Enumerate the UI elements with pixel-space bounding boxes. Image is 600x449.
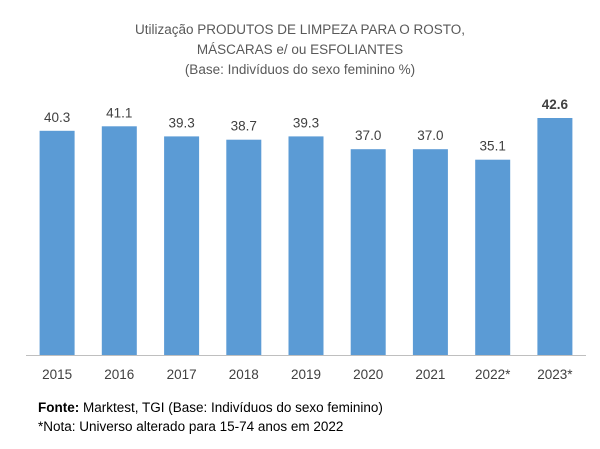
bar-7 xyxy=(475,159,511,355)
x-tick-label-1: 2016 xyxy=(104,367,134,382)
data-label-3: 38.7 xyxy=(231,119,257,134)
bar-5 xyxy=(350,149,386,355)
source-text: Marktest, TGI (Base: Indivíduos do sexo … xyxy=(79,400,383,415)
x-tick-label-6: 2021 xyxy=(415,367,445,382)
data-label-6: 37.0 xyxy=(417,128,443,143)
x-tick-label-0: 2015 xyxy=(42,367,72,382)
data-label-5: 37.0 xyxy=(355,128,381,143)
bar-4 xyxy=(288,136,324,355)
x-tick-label-8: 2023* xyxy=(537,367,573,382)
chart-subtitle: (Base: Indivíduos do sexo feminino %) xyxy=(184,62,416,77)
x-tick-label-4: 2019 xyxy=(291,367,321,382)
data-label-8: 42.6 xyxy=(542,97,569,112)
note-line: *Nota: Universo alterado para 15-74 anos… xyxy=(38,419,344,434)
bar-8 xyxy=(537,118,573,355)
chart-footer: Fonte: Marktest, TGI (Base: Indivíduos d… xyxy=(38,398,383,436)
source-label: Fonte: xyxy=(38,400,80,415)
data-label-0: 40.3 xyxy=(44,110,70,125)
data-label-2: 39.3 xyxy=(168,115,194,130)
x-tick-label-7: 2022* xyxy=(475,367,511,382)
x-tick-label-3: 2018 xyxy=(229,367,259,382)
bar-3 xyxy=(226,139,262,355)
x-tick-label-2: 2017 xyxy=(167,367,197,382)
bar-6 xyxy=(412,149,448,355)
chart-title-line-2: MÁSCARAS e/ ou ESFOLIANTES xyxy=(196,42,404,57)
data-label-4: 39.3 xyxy=(293,115,319,130)
source-line: Fonte: Marktest, TGI (Base: Indivíduos d… xyxy=(38,398,383,417)
bar-2 xyxy=(164,136,200,355)
data-label-7: 35.1 xyxy=(480,139,506,154)
chart-title-line-1: Utilização PRODUTOS DE LIMPEZA PARA O RO… xyxy=(134,22,466,37)
bar-0 xyxy=(39,130,75,355)
x-tick-label-5: 2020 xyxy=(353,367,383,382)
bar-1 xyxy=(101,126,137,355)
chart-title: Utilização PRODUTOS DE LIMPEZA PARA O RO… xyxy=(0,20,600,80)
data-label-1: 41.1 xyxy=(106,105,132,120)
